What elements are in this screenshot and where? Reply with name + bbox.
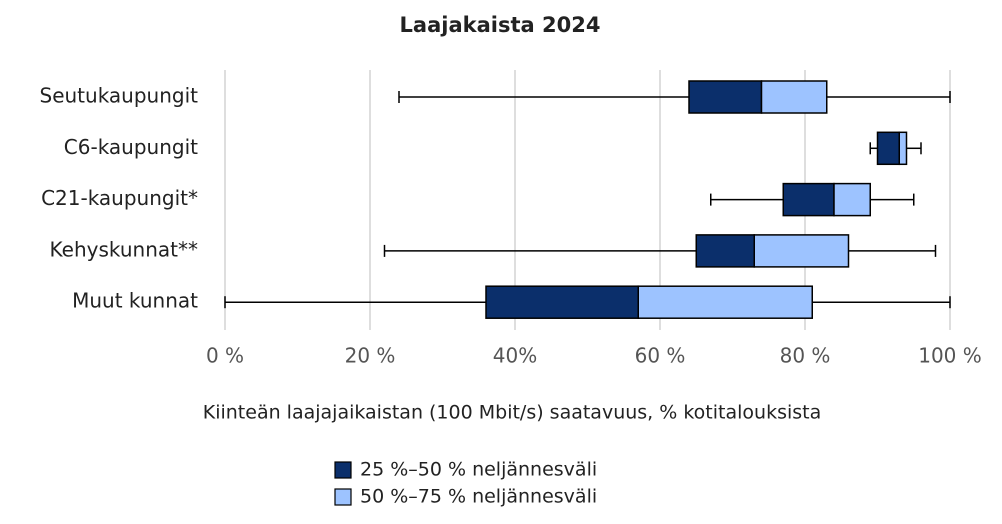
box-lower [695, 234, 755, 268]
x-tick-label: 80 % [780, 344, 831, 368]
x-tick-label: 40% [493, 344, 537, 368]
x-tick-label: 60 % [635, 344, 686, 368]
box-lower [876, 131, 900, 166]
box-upper [753, 234, 850, 268]
category-label: C21-kaupungit* [41, 186, 198, 210]
category-label: Seutukaupungit [40, 84, 199, 108]
legend-swatch [334, 488, 352, 506]
box-lower [688, 80, 763, 114]
box-lower [485, 285, 639, 319]
legend-label: 25 %–50 % neljännesväli [360, 459, 597, 481]
box-lower [782, 182, 835, 217]
x-axis-label: Kiinteän laajajaikaistan (100 Mbit/s) sa… [203, 402, 822, 424]
box-upper [637, 285, 813, 319]
box-upper [760, 80, 828, 114]
x-tick-label: 0 % [206, 344, 244, 368]
category-label: C6-kaupungit [64, 135, 198, 159]
box-upper [898, 131, 908, 166]
box-upper [833, 182, 871, 217]
chart-title: Laajakaista 2024 [400, 13, 601, 37]
category-label: Kehyskunnat** [50, 237, 198, 261]
legend-swatch [334, 461, 352, 479]
legend-label: 50 %–75 % neljännesväli [360, 486, 597, 508]
category-label: Muut kunnat [72, 289, 198, 313]
x-tick-label: 100 % [918, 344, 982, 368]
x-tick-label: 20 % [345, 344, 396, 368]
